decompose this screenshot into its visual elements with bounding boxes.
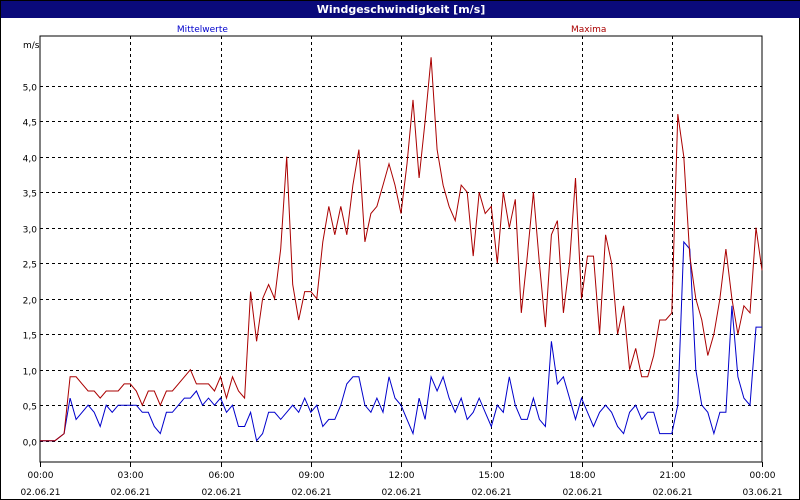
- x-tick-date: 02.06.21: [20, 488, 60, 498]
- x-tick-time: 06:00: [209, 471, 235, 481]
- y-axis-label: m/s: [23, 41, 40, 51]
- x-tick-time: 21:00: [660, 471, 686, 481]
- y-tick-label: 3,0: [23, 226, 38, 236]
- window-title: Windgeschwindigkeit [m/s]: [1, 1, 800, 18]
- x-tick-date: 02.06.21: [291, 488, 331, 498]
- x-tick-time: 03:00: [118, 471, 144, 481]
- y-tick-label: 2,5: [23, 261, 37, 271]
- x-tick-date: 02.06.21: [471, 488, 511, 498]
- x-tick-time: 00:00: [28, 471, 54, 481]
- y-tick-label: 4,5: [23, 119, 37, 129]
- series-label-mittelwerte: Mittelwerte: [177, 25, 228, 35]
- x-tick-date: 02.06.21: [110, 488, 150, 498]
- labels: 0,0 0,5 1,0 1,5 2,0 2,5 3,0 3,5 4,0 4,5 5,0 00:00 02…: [20, 25, 782, 498]
- series-line-maxima: [40, 57, 763, 442]
- x-tick-date: 03.06.21: [742, 488, 782, 498]
- x-tick-time: 00:00: [750, 471, 776, 481]
- series-label-maxima: Maxima: [571, 25, 606, 35]
- grid: [39, 35, 763, 463]
- x-tick-time: 15:00: [479, 471, 505, 481]
- series-line-mittelwerte: [40, 240, 762, 442]
- x-tick-date: 02.06.21: [652, 488, 692, 498]
- y-tick-label: 1,0: [23, 368, 38, 378]
- x-tick-time: 18:00: [570, 471, 596, 481]
- y-tick-label: 4,0: [23, 155, 38, 165]
- series-lines: [40, 57, 763, 442]
- x-tick-date: 02.06.21: [562, 488, 602, 498]
- y-tick-label: 0,5: [23, 403, 37, 413]
- y-tick-label: 3,5: [23, 190, 37, 200]
- x-tick-date: 02.06.21: [201, 488, 241, 498]
- y-tick-label: 2,0: [23, 297, 38, 307]
- y-tick-label: 5,0: [23, 84, 38, 94]
- axes: [40, 462, 763, 467]
- x-tick-date: 02.06.21: [381, 488, 421, 498]
- y-tick-label: 0,0: [23, 439, 38, 449]
- wind-speed-chart: 0,0 0,5 1,0 1,5 2,0 2,5 3,0 3,5 4,0 4,5 5,0 00:00 02…: [20, 25, 782, 498]
- x-tick-time: 09:00: [299, 471, 325, 481]
- y-tick-label: 1,5: [23, 332, 37, 342]
- x-tick-time: 12:00: [389, 471, 415, 481]
